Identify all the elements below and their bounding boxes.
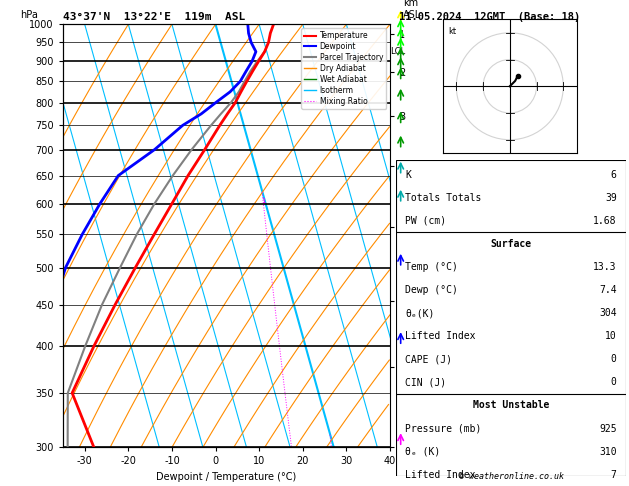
- Text: hPa: hPa: [20, 10, 38, 20]
- Text: 0: 0: [611, 354, 616, 364]
- Text: 13.3: 13.3: [593, 262, 616, 272]
- Text: θₑ (K): θₑ (K): [406, 447, 441, 456]
- Text: PW (cm): PW (cm): [406, 216, 447, 226]
- Text: 43°37'N  13°22'E  119m  ASL: 43°37'N 13°22'E 119m ASL: [63, 12, 245, 22]
- Text: Pressure (mb): Pressure (mb): [406, 423, 482, 434]
- Text: K: K: [406, 170, 411, 180]
- Text: θₑ(K): θₑ(K): [406, 308, 435, 318]
- Text: Most Unstable: Most Unstable: [473, 400, 549, 411]
- Text: Totals Totals: Totals Totals: [406, 193, 482, 203]
- Text: 6: 6: [611, 170, 616, 180]
- Text: Dewp (°C): Dewp (°C): [406, 285, 459, 295]
- Text: 7: 7: [611, 469, 616, 480]
- Legend: Temperature, Dewpoint, Parcel Trajectory, Dry Adiabat, Wet Adiabat, Isotherm, Mi: Temperature, Dewpoint, Parcel Trajectory…: [301, 28, 386, 109]
- Text: Lifted Index: Lifted Index: [406, 331, 476, 341]
- Text: 1.68: 1.68: [593, 216, 616, 226]
- Text: 11.05.2024  12GMT  (Base: 18): 11.05.2024 12GMT (Base: 18): [399, 12, 581, 22]
- Text: Surface: Surface: [491, 239, 532, 249]
- Text: LCL: LCL: [390, 47, 405, 56]
- Text: 925: 925: [599, 423, 616, 434]
- Text: Mixing Ratio (g/kg): Mixing Ratio (g/kg): [484, 196, 493, 276]
- Text: kt: kt: [448, 27, 457, 36]
- Text: 1: 1: [261, 198, 265, 204]
- X-axis label: Dewpoint / Temperature (°C): Dewpoint / Temperature (°C): [157, 472, 296, 482]
- Text: 10: 10: [605, 331, 616, 341]
- Text: Temp (°C): Temp (°C): [406, 262, 459, 272]
- Text: CAPE (J): CAPE (J): [406, 354, 452, 364]
- Text: 304: 304: [599, 308, 616, 318]
- Text: km
ASL: km ASL: [403, 0, 421, 20]
- Text: 7.4: 7.4: [599, 285, 616, 295]
- Text: 310: 310: [599, 447, 616, 456]
- Text: © weatheronline.co.uk: © weatheronline.co.uk: [459, 472, 564, 481]
- Text: Lifted Index: Lifted Index: [406, 469, 476, 480]
- Text: 0: 0: [611, 378, 616, 387]
- Text: CIN (J): CIN (J): [406, 378, 447, 387]
- Text: 39: 39: [605, 193, 616, 203]
